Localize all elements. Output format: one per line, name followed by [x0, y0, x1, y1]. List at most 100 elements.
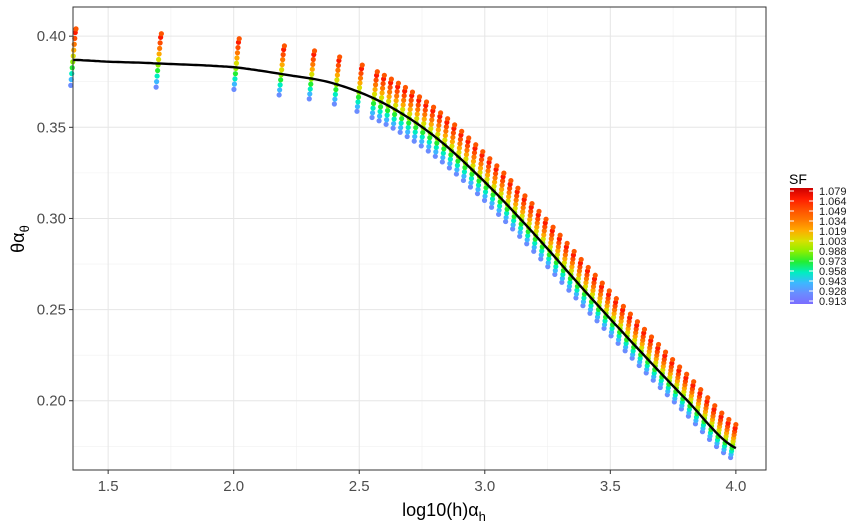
scatter-point [595, 310, 601, 316]
scatter-point [307, 86, 313, 92]
scatter-point [712, 403, 718, 409]
scatter-point [464, 143, 471, 149]
scatter-point [598, 287, 604, 294]
scatter-point [390, 125, 396, 131]
scatter-point [394, 88, 400, 95]
scatter-point [559, 275, 565, 281]
scatter-point [335, 67, 341, 73]
scatter-point [440, 154, 446, 161]
scatter-point [456, 145, 463, 151]
legend-label: 0.913 [819, 296, 847, 308]
scatter-point [531, 248, 537, 254]
scatter-point [384, 112, 390, 118]
scatter-point [412, 133, 418, 140]
scatter-point [442, 137, 448, 143]
scatter-point [279, 67, 285, 73]
scatter-point [359, 62, 365, 68]
plot-panel-border [72, 6, 767, 471]
scatter-point [421, 116, 427, 122]
scatter-point [597, 291, 604, 297]
scatter-point [440, 150, 446, 156]
scatter-point [477, 169, 483, 175]
scatter-point [499, 182, 505, 188]
y-axis-title: θαθ [8, 225, 32, 253]
scatter-point [154, 73, 160, 79]
plot-panel-background [73, 7, 766, 470]
scatter-point [310, 61, 316, 68]
scatter-point [476, 178, 482, 184]
y-tick-label: 0.30 [37, 210, 66, 227]
scatter-point [373, 77, 379, 83]
scatter-point [277, 82, 283, 88]
scatter-point [535, 216, 541, 222]
scatter-point [154, 79, 160, 85]
scatter-point [156, 56, 162, 63]
scatter-point [422, 111, 428, 118]
scatter-point [514, 193, 520, 199]
scatter-point [576, 272, 582, 278]
x-tick-label: 1.5 [98, 478, 119, 495]
scatter-point [437, 110, 444, 116]
scatter-point [232, 76, 238, 82]
scatter-point [406, 120, 412, 126]
scatter-point [448, 152, 454, 158]
scatter-point [597, 295, 603, 301]
scatter-point [379, 85, 386, 91]
scatter-point [500, 178, 506, 184]
scatter-point [331, 101, 337, 107]
scatter-point [481, 197, 488, 203]
scatter-point [276, 92, 282, 98]
scatter-point [620, 303, 626, 309]
legend-label: 0.943 [819, 276, 847, 288]
scatter-point [376, 113, 383, 119]
scatter-point [392, 111, 398, 117]
scatter-point [497, 199, 503, 205]
scatter-point [232, 71, 239, 77]
scatter-point [157, 45, 163, 52]
scatter-point [508, 178, 514, 184]
scatter-point [400, 102, 406, 108]
scatter-point [504, 210, 510, 216]
scatter-point [492, 175, 498, 181]
scatter-point [433, 144, 439, 151]
scatter-point [726, 416, 732, 423]
scatter-point [308, 81, 314, 87]
scatter-point [401, 97, 407, 103]
scatter-point [235, 44, 241, 51]
y-axis-title-subscript: θ [17, 225, 32, 232]
scatter-point [589, 291, 596, 297]
scatter-point [409, 89, 416, 95]
scatter-point [510, 226, 516, 232]
scatter-point [499, 186, 505, 192]
scatter-point [398, 120, 404, 126]
scatter-point [460, 177, 467, 184]
scatter-point [527, 212, 533, 218]
scatter-point [507, 185, 513, 191]
scatter-point [648, 334, 655, 340]
scatter-point [446, 165, 452, 171]
scatter-point [577, 264, 583, 270]
scatter-point [459, 128, 465, 134]
x-tick-label: 3.0 [474, 478, 495, 495]
scatter-point [554, 252, 560, 258]
scatter-point [548, 236, 554, 242]
scatter-point [529, 200, 535, 207]
scatter-point [583, 276, 590, 282]
scatter-point [73, 26, 79, 32]
scatter-point [413, 124, 419, 131]
scatter-point [538, 252, 544, 258]
scatter-point [541, 228, 547, 234]
scatter-point [505, 198, 511, 204]
scatter-point [538, 256, 544, 262]
scatter-point [534, 220, 540, 226]
scatter-point [461, 169, 468, 175]
scatter-point [527, 216, 533, 223]
legend-label: 0.973 [819, 256, 847, 268]
scatter-point [506, 194, 512, 200]
scatter-point [503, 214, 509, 221]
scatter-point [454, 167, 460, 173]
scatter-point [547, 244, 553, 250]
scatter-point [358, 70, 364, 77]
scatter-point [570, 256, 576, 262]
scatter-point [436, 122, 442, 128]
